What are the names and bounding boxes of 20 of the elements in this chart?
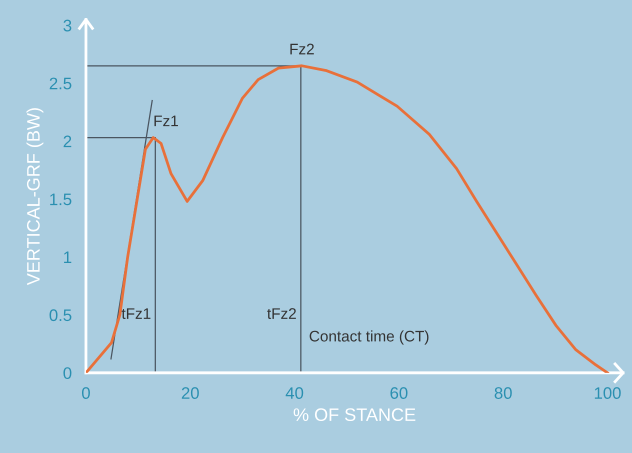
x-tick-label: 20	[182, 387, 199, 399]
y-tick-label: 2	[64, 136, 72, 148]
y-tick-label: 1	[64, 252, 72, 264]
annotation: Fz1	[154, 116, 178, 126]
x-tick-label: 40	[286, 387, 304, 399]
x-tick-label: 0	[82, 387, 90, 399]
y-tick-label: 0	[63, 367, 72, 380]
annotation: tFz1	[122, 308, 150, 319]
x-tick-label: 60	[390, 387, 408, 399]
x-axis-title: % OF STANCE	[294, 408, 416, 422]
y-axis-title: VERTICAL-GRF (BW)	[26, 108, 44, 286]
annotation: Fz2	[290, 44, 314, 54]
annotation: Contact time (CT)	[310, 330, 428, 345]
y-tick-label: 3	[63, 20, 72, 32]
x-tick-label: 80	[494, 387, 512, 399]
y-tick-label: 0.5	[50, 309, 72, 322]
x-tick-label: 100	[594, 387, 621, 399]
y-tick-label: 1.5	[50, 194, 72, 206]
annotation: tFz2	[267, 308, 296, 319]
y-tick-label: 2.5	[50, 78, 72, 90]
